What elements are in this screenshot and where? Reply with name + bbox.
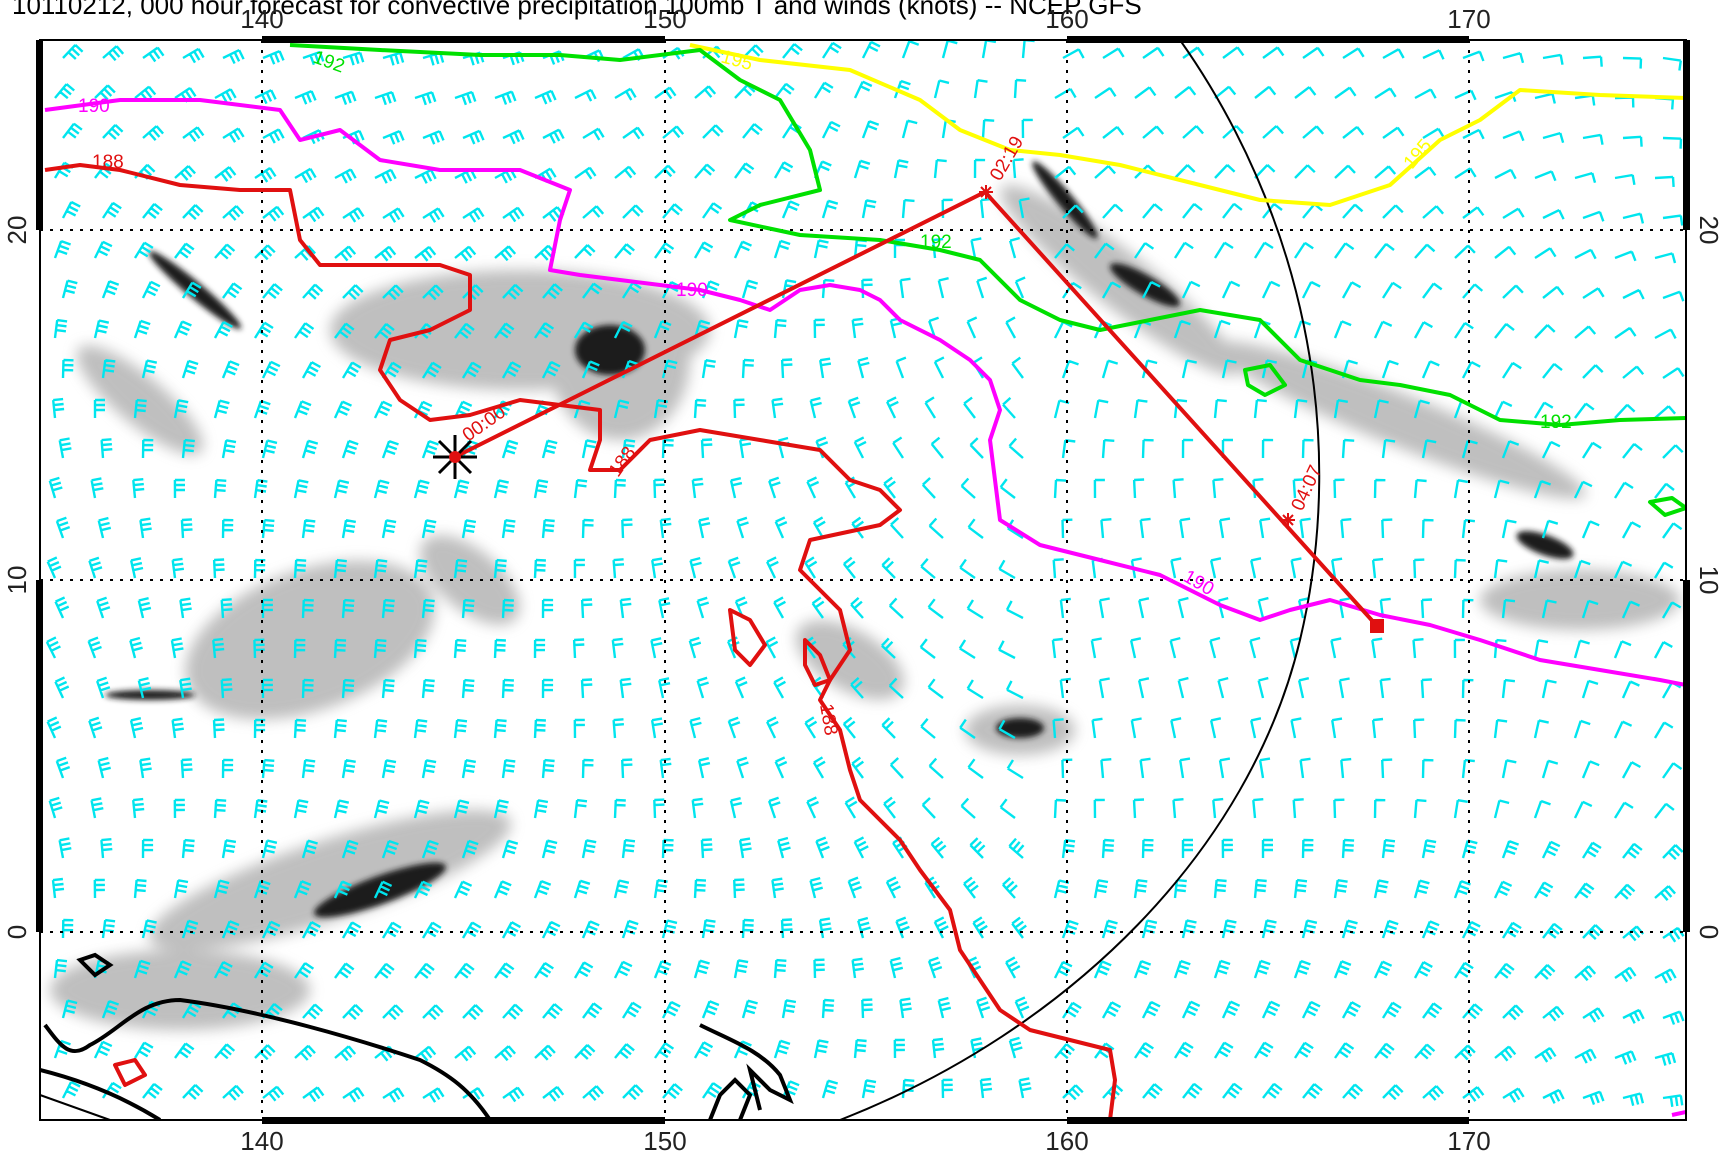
lat-label: 20 bbox=[2, 216, 32, 245]
contour-192-loop bbox=[1648, 496, 1686, 517]
lon-label: 150 bbox=[643, 4, 686, 34]
contours bbox=[44, 43, 1686, 1120]
wind-barbs bbox=[45, 40, 1685, 1107]
contour-label-188: 188 bbox=[92, 152, 124, 173]
coastlines bbox=[40, 952, 794, 1120]
lon-label: 160 bbox=[1045, 4, 1088, 34]
axis-bar bbox=[36, 580, 43, 932]
waypoint-marker bbox=[979, 185, 993, 199]
axis-bar bbox=[1683, 40, 1690, 230]
start-marker bbox=[449, 451, 461, 463]
lat-label: 20 bbox=[1694, 216, 1723, 245]
axis-bar bbox=[1067, 1117, 1469, 1124]
axis-bar bbox=[36, 40, 43, 230]
contour-label-190: 190 bbox=[78, 96, 110, 117]
frame bbox=[36, 36, 1690, 1124]
contour-188-line bbox=[44, 163, 1117, 1120]
axis-bar bbox=[1067, 36, 1469, 43]
precip-patch bbox=[185, 560, 435, 720]
map-title: 10110212, 000 hour forecast for convecti… bbox=[12, 0, 1142, 20]
axis-bar bbox=[262, 36, 665, 43]
range-circle bbox=[839, 40, 1321, 1120]
lat-labels-left: 20 10 0 bbox=[2, 216, 32, 940]
precip-patch bbox=[1480, 570, 1680, 630]
lat-label: 0 bbox=[1694, 925, 1723, 939]
precip-core bbox=[1110, 263, 1180, 307]
lat-label: 10 bbox=[1694, 566, 1723, 595]
lon-label: 170 bbox=[1447, 1126, 1490, 1156]
lat-label: 10 bbox=[2, 566, 32, 595]
contour-192-loop bbox=[1243, 363, 1287, 397]
precip-core bbox=[1032, 161, 1098, 239]
contour-label-192: 192 bbox=[920, 232, 952, 253]
lon-label: 170 bbox=[1447, 4, 1490, 34]
coastline bbox=[76, 952, 114, 978]
lon-label: 150 bbox=[643, 1126, 686, 1156]
wind-barb-field bbox=[45, 40, 1685, 1107]
contour-190-line bbox=[44, 98, 1686, 687]
axis-bar bbox=[262, 1117, 665, 1124]
coastline bbox=[708, 1077, 753, 1120]
lat-label: 0 bbox=[2, 925, 32, 939]
lon-labels-top: 140 150 160 170 bbox=[240, 4, 1490, 34]
coastline-thin bbox=[39, 1094, 111, 1121]
lon-labels-bottom: 140 150 160 170 bbox=[240, 1126, 1490, 1156]
lat-labels-right: 20 10 0 bbox=[1694, 216, 1723, 940]
coastline bbox=[40, 1068, 162, 1120]
contour-188-loop bbox=[803, 638, 832, 687]
coastline bbox=[43, 997, 492, 1120]
waypoint-marker bbox=[1281, 513, 1295, 527]
lon-label: 140 bbox=[240, 1126, 283, 1156]
precip-core bbox=[105, 690, 195, 700]
precip-core bbox=[1516, 531, 1574, 559]
coastline bbox=[699, 1023, 794, 1111]
lon-label: 160 bbox=[1045, 1126, 1088, 1156]
contour-190-line bbox=[1671, 1110, 1686, 1117]
contour-188-loop bbox=[728, 608, 767, 667]
precip-patch bbox=[795, 620, 905, 700]
square-icon bbox=[1370, 619, 1384, 633]
contour-192-line bbox=[289, 43, 1686, 427]
axis-bar bbox=[1683, 580, 1690, 932]
contour-label-192: 192 bbox=[1540, 412, 1572, 433]
contour-195-line bbox=[689, 43, 1686, 207]
graticule bbox=[40, 40, 1686, 1120]
contour-188-loop bbox=[113, 1058, 147, 1087]
lon-label: 140 bbox=[240, 4, 283, 34]
precip-patch bbox=[148, 810, 512, 950]
contour-label-190: 190 bbox=[676, 280, 708, 301]
precip-patch bbox=[1214, 341, 1586, 499]
